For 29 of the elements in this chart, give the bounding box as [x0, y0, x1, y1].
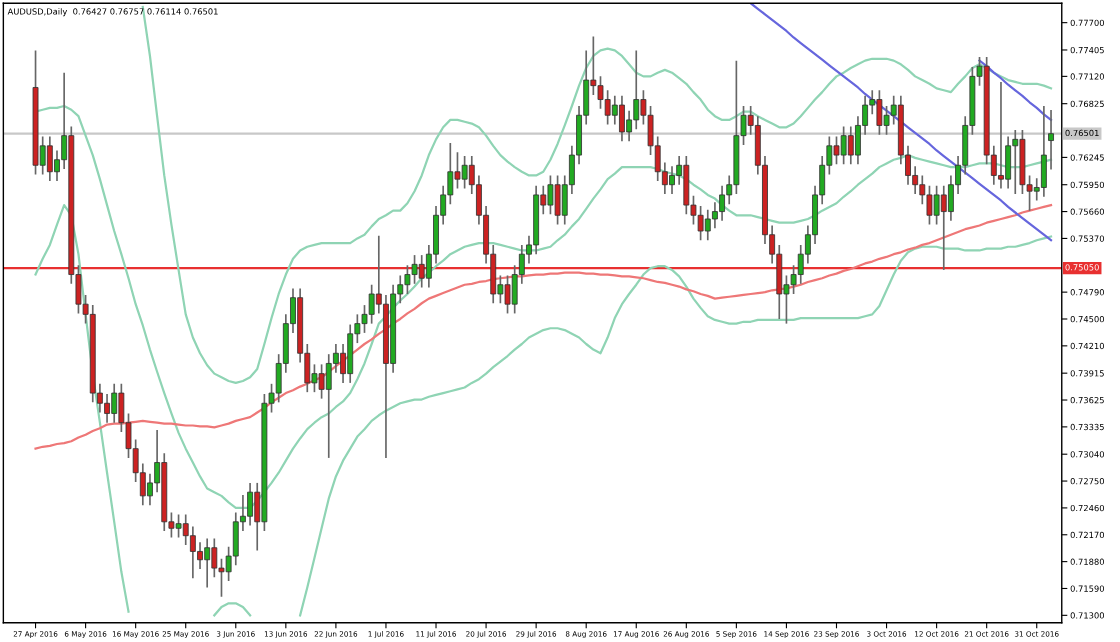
candlestick [418, 254, 425, 289]
candlestick [847, 125, 854, 166]
candlestick [547, 174, 554, 216]
candlestick [619, 94, 625, 143]
candlestick [111, 382, 118, 424]
line-series [34, 203, 1053, 450]
candlestick [504, 274, 511, 315]
candlestick [840, 125, 847, 166]
line-series [141, 5, 1053, 384]
candlestick [1040, 105, 1047, 198]
candlestick [347, 323, 354, 384]
candlestick [554, 174, 561, 226]
candlestick [318, 363, 325, 400]
candlestick [46, 135, 53, 182]
line-series [978, 59, 1053, 121]
candlestick [998, 81, 1004, 190]
line-series [749, 3, 1053, 242]
candlestick [204, 537, 211, 589]
candlestick [461, 155, 468, 190]
candlestick [940, 184, 947, 271]
candlestick [247, 482, 253, 527]
candlestick [704, 208, 711, 242]
candlestick [876, 89, 883, 136]
candlestick [611, 94, 618, 126]
candlestick [175, 513, 182, 539]
candlestick [833, 135, 840, 166]
candlestick [454, 151, 461, 190]
candlestick [1012, 129, 1019, 195]
candlestick [683, 155, 690, 216]
